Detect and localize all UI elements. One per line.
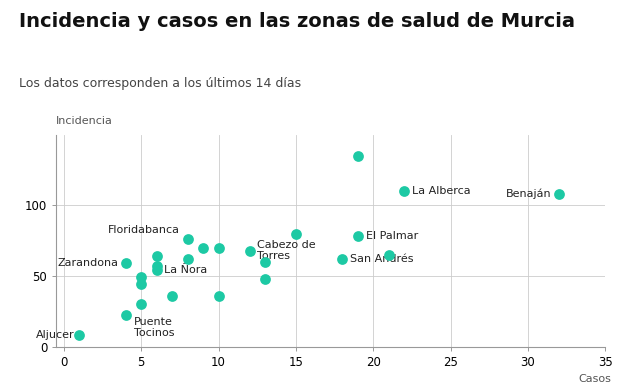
Point (291, 231, 301, 237)
Point (121, 260, 131, 266)
Point (136, 301, 146, 307)
Text: Puente
Tocinos: Puente Tocinos (134, 317, 174, 338)
Text: Casos: Casos (578, 374, 611, 384)
Point (353, 153, 363, 159)
Text: La Alberca: La Alberca (412, 186, 470, 196)
Point (136, 281, 146, 288)
Point (245, 248, 255, 254)
Point (213, 293, 223, 299)
Text: Floridabanca: Floridabanca (108, 225, 180, 235)
Text: Los datos corresponden a los últimos 14 días: Los datos corresponden a los últimos 14 … (19, 77, 301, 90)
Point (213, 244, 223, 251)
Point (183, 256, 193, 262)
Point (338, 256, 348, 262)
Text: Aljucer: Aljucer (36, 330, 75, 340)
Point (198, 244, 208, 251)
Text: San Andrés: San Andrés (350, 254, 414, 264)
Point (554, 191, 564, 197)
Point (399, 188, 409, 194)
Text: Benaján: Benaján (505, 189, 551, 199)
Text: Incidencia y casos en las zonas de salud de Murcia: Incidencia y casos en las zonas de salud… (19, 12, 575, 30)
Text: El Palmar: El Palmar (366, 231, 418, 241)
Text: Cabezo de
Torres: Cabezo de Torres (257, 240, 316, 261)
Point (152, 263, 162, 269)
Point (384, 252, 394, 258)
Point (74, 332, 84, 338)
Point (152, 267, 162, 273)
Point (183, 236, 193, 242)
Point (152, 253, 162, 259)
Text: La Ñora: La Ñora (165, 265, 208, 275)
Text: Zarandona: Zarandona (57, 258, 118, 268)
Text: Incidencia: Incidencia (56, 116, 113, 126)
Point (260, 276, 270, 282)
Point (260, 259, 270, 265)
Point (167, 293, 177, 299)
Point (136, 274, 146, 280)
Point (353, 233, 363, 239)
Point (121, 312, 131, 318)
